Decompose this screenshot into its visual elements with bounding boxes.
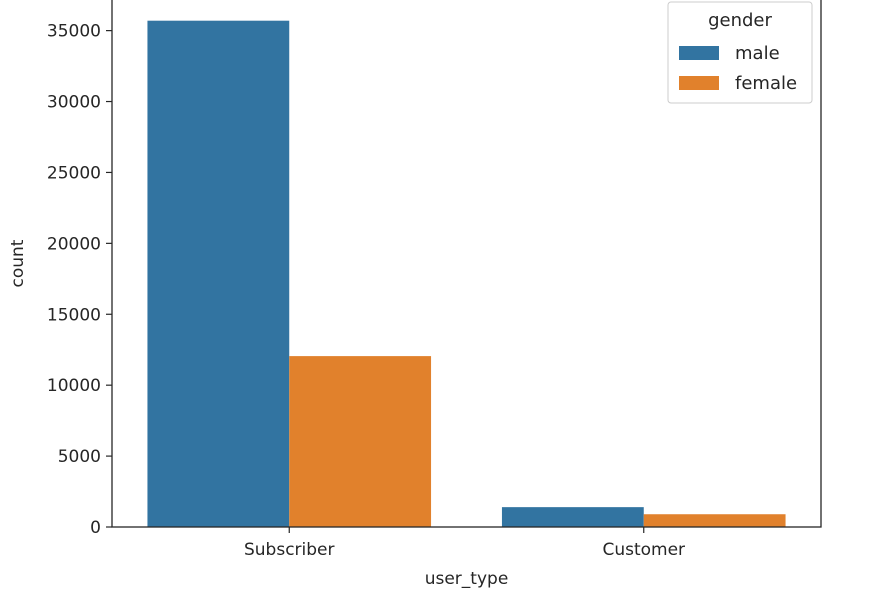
y-tick-label: 30000 bbox=[47, 93, 101, 113]
legend-swatch-male bbox=[679, 46, 719, 60]
legend-label-female: female bbox=[735, 73, 797, 94]
y-tick-label: 20000 bbox=[47, 234, 101, 254]
legend: gender male female bbox=[667, 1, 813, 104]
bar-female-subscriber bbox=[289, 356, 432, 527]
plot-frame bbox=[111, 0, 822, 528]
y-axis-label: count bbox=[8, 239, 28, 287]
y-tick-label: 5000 bbox=[58, 447, 101, 467]
bar-female-customer bbox=[643, 514, 786, 527]
y-tick-label: 0 bbox=[90, 518, 101, 538]
bars-layer bbox=[147, 20, 786, 528]
x-axis-label: user_type bbox=[425, 569, 509, 589]
legend-swatch-female bbox=[679, 76, 719, 90]
bar-male-customer bbox=[501, 507, 644, 527]
x-tick-label: Customer bbox=[602, 540, 685, 560]
legend-items: male female bbox=[679, 43, 797, 94]
x-axis: Subscriber Customer bbox=[244, 527, 685, 560]
y-axis: 0 5000 10000 15000 20000 25000 30000 35000 bbox=[47, 22, 112, 538]
y-tick-label: 10000 bbox=[47, 376, 101, 396]
legend-title: gender bbox=[708, 10, 772, 31]
y-tick-label: 25000 bbox=[47, 163, 101, 183]
y-tick-label: 15000 bbox=[47, 305, 101, 325]
legend-label-male: male bbox=[735, 43, 780, 64]
bar-male-subscriber bbox=[147, 20, 290, 528]
x-tick-label: Subscriber bbox=[244, 540, 335, 560]
y-tick-label: 35000 bbox=[47, 22, 101, 42]
